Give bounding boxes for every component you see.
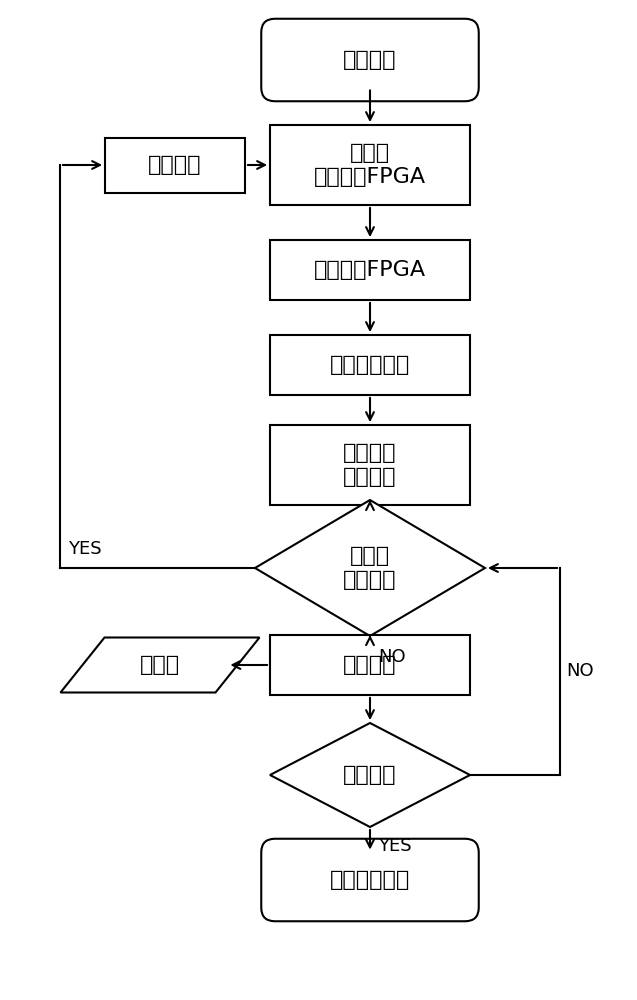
Text: 配置被测FPGA: 配置被测FPGA — [314, 260, 426, 280]
Bar — [270, 635, 470, 695]
FancyBboxPatch shape — [261, 19, 479, 101]
Text: NO: NO — [566, 662, 594, 680]
Bar — [270, 125, 470, 205]
Text: 打开串口: 打开串口 — [343, 50, 397, 70]
Polygon shape — [255, 500, 485, 636]
Text: 判断器件类型: 判断器件类型 — [330, 355, 410, 375]
Bar — [270, 335, 470, 395]
FancyBboxPatch shape — [261, 839, 479, 921]
Text: 读取回读
对照码流: 读取回读 对照码流 — [343, 443, 397, 487]
Text: YES: YES — [378, 837, 412, 855]
Bar — [270, 425, 470, 505]
Text: 保存实验数据: 保存实验数据 — [330, 870, 410, 890]
Text: 重新上电: 重新上电 — [148, 155, 202, 175]
Text: 初始化
控制处理FPGA: 初始化 控制处理FPGA — [314, 143, 426, 187]
Text: NO: NO — [378, 648, 406, 666]
Text: 试验结束: 试验结束 — [343, 765, 397, 785]
Text: YES: YES — [68, 540, 102, 558]
Text: 翻转数: 翻转数 — [140, 655, 180, 675]
Text: 回读比较: 回读比较 — [343, 655, 397, 675]
Bar — [270, 240, 470, 300]
Text: 单粒子
功能中断: 单粒子 功能中断 — [343, 546, 397, 590]
Bar — [105, 137, 245, 192]
Polygon shape — [61, 638, 259, 692]
Polygon shape — [270, 723, 470, 827]
